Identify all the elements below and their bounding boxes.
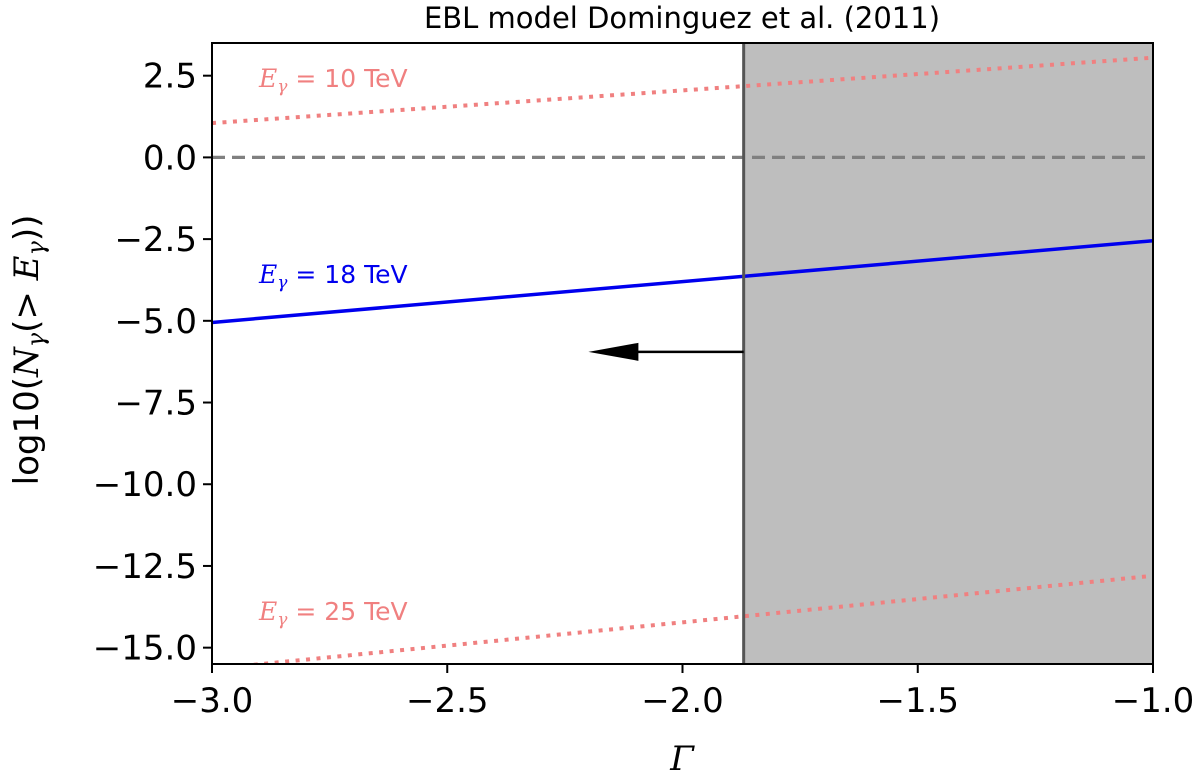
y-label-prefix: log10( xyxy=(7,377,47,485)
y-tick-label: −7.5 xyxy=(114,384,197,424)
annotation-var: E xyxy=(258,64,277,93)
x-tick-label: −3.0 xyxy=(171,681,254,721)
annotation-text: = 25 TeV xyxy=(287,597,407,626)
annotation-text: = 18 TeV xyxy=(287,260,407,289)
y-label-e: E xyxy=(7,255,47,281)
annotation-sub: γ xyxy=(277,77,288,97)
y-tick-label: −2.5 xyxy=(114,220,197,260)
arrow-head xyxy=(588,342,639,361)
annotation-sub: γ xyxy=(277,273,288,293)
annotation-var: E xyxy=(258,260,277,289)
y-label-e-sub: γ xyxy=(22,241,50,256)
y-tick-label: 2.5 xyxy=(143,57,197,97)
y-tick-label: 0.0 xyxy=(143,138,197,178)
series-line-2 xyxy=(241,573,1153,664)
y-axis-ticks: 2.5 0.0 −2.5 −5.0 −7.5 −10.0 −12.5 −15.0 xyxy=(93,57,212,669)
shaded-region xyxy=(743,43,1153,664)
y-tick-label: −5.0 xyxy=(114,302,197,342)
y-tick-label: −15.0 xyxy=(93,629,197,669)
y-axis-label: log10(Nγ(> Eγ)) xyxy=(7,215,50,486)
y-tick-label: −12.5 xyxy=(93,547,197,587)
series-annotation-2: Eγ = 25 TeV xyxy=(258,597,408,630)
y-label-n-sub: γ xyxy=(22,332,50,347)
x-axis-ticks: −3.0 −2.5 −2.0 −1.5 −1.0 xyxy=(171,664,1195,721)
series-annotation-0: Eγ = 10 TeV xyxy=(258,64,408,97)
y-label-n: N xyxy=(7,346,47,378)
x-axis-label: Γ xyxy=(669,739,695,776)
series-line-1 xyxy=(212,238,1153,325)
annotation-text: = 10 TeV xyxy=(287,64,407,93)
x-tick-label: −2.0 xyxy=(641,681,724,721)
x-tick-label: −1.0 xyxy=(1112,681,1195,721)
x-tick-label: −1.5 xyxy=(876,681,959,721)
series-annotation-1: Eγ = 18 TeV xyxy=(258,260,408,293)
y-label-suffix: )) xyxy=(7,215,47,242)
annotation-sub: γ xyxy=(277,610,288,630)
x-tick-label: −2.5 xyxy=(406,681,489,721)
y-label-mid: (> xyxy=(7,280,47,333)
y-tick-label: −10.0 xyxy=(93,465,197,505)
annotation-var: E xyxy=(258,597,277,626)
chart-title: EBL model Dominguez et al. (2011) xyxy=(424,1,940,35)
